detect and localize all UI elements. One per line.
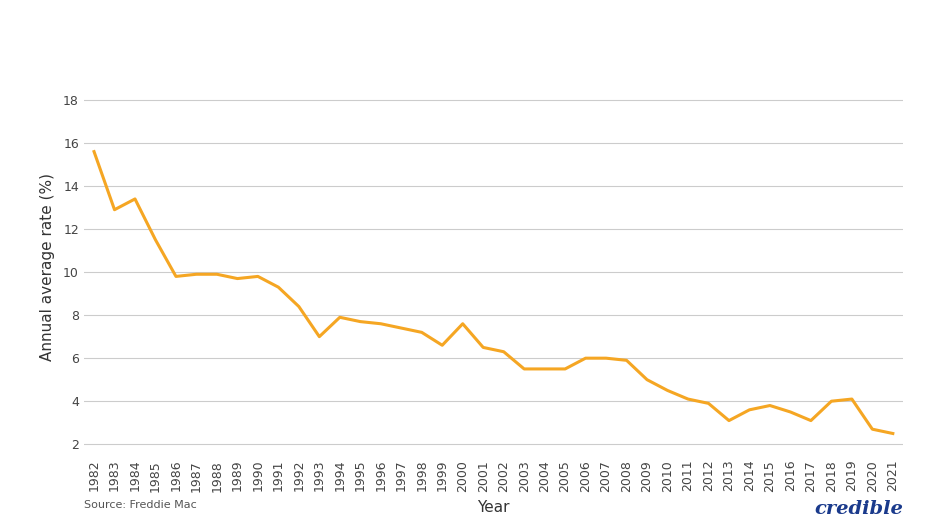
Y-axis label: Annual average rate (%): Annual average rate (%) <box>40 173 55 361</box>
Text: Average 30-year fixed mortgage rates over the past 39 years: Average 30-year fixed mortgage rates ove… <box>103 20 828 40</box>
Text: credible: credible <box>815 500 903 518</box>
Text: Source: Freddie Mac: Source: Freddie Mac <box>84 500 196 510</box>
X-axis label: Year: Year <box>478 500 509 515</box>
